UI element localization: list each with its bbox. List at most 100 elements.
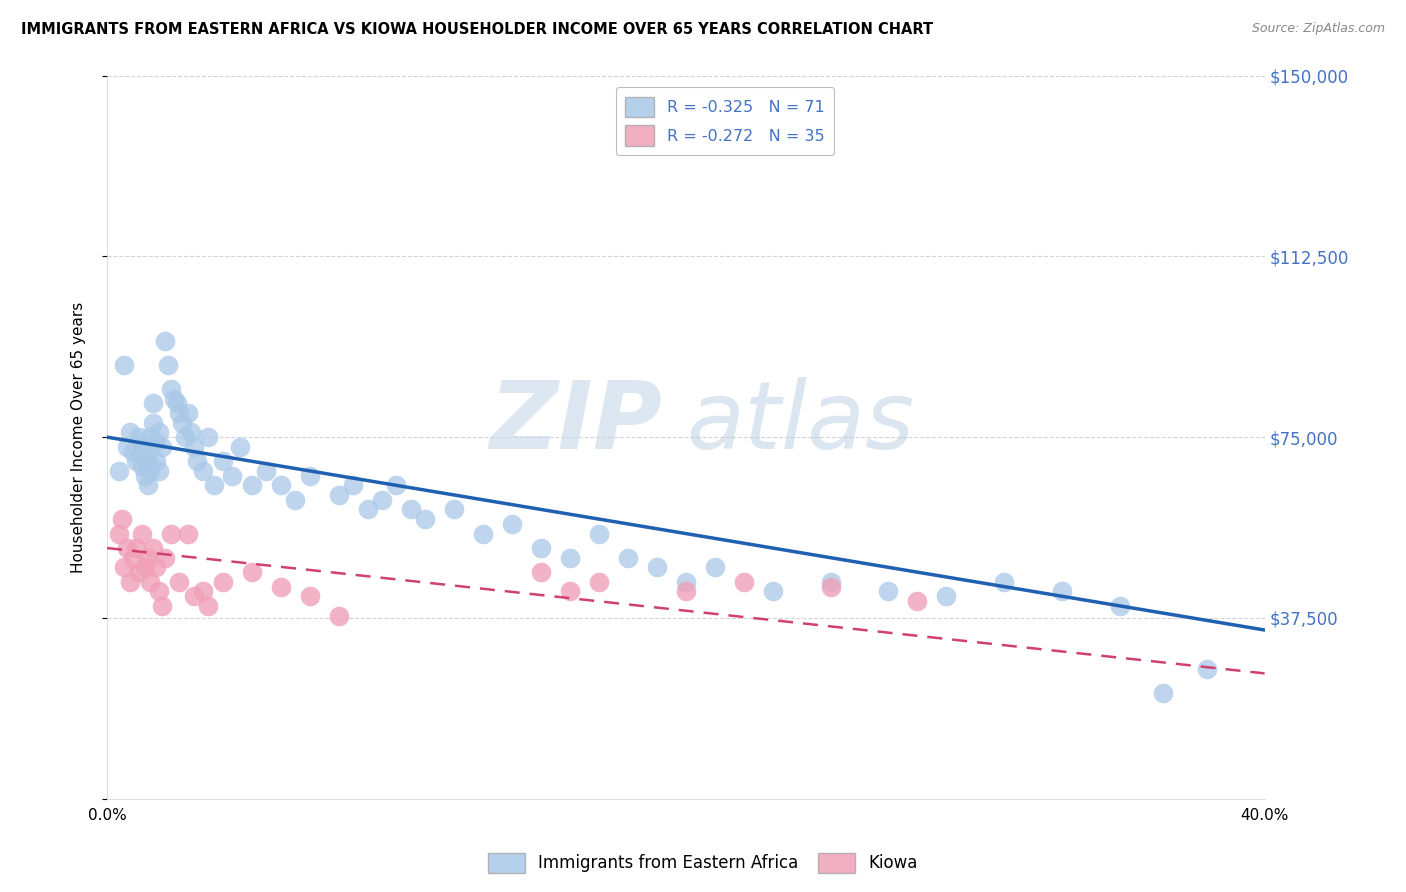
Text: atlas: atlas	[686, 377, 914, 468]
Point	[145, 434, 167, 449]
Point	[117, 440, 139, 454]
Legend: Immigrants from Eastern Africa, Kiowa: Immigrants from Eastern Africa, Kiowa	[481, 847, 925, 880]
Point	[558, 584, 581, 599]
Point	[142, 541, 165, 555]
Point	[122, 444, 145, 458]
Point	[703, 560, 725, 574]
Point	[131, 440, 153, 454]
Point	[415, 512, 437, 526]
Point	[145, 560, 167, 574]
Point	[1109, 599, 1132, 613]
Point	[191, 584, 214, 599]
Point	[125, 541, 148, 555]
Point	[993, 574, 1015, 589]
Point	[136, 454, 159, 468]
Point	[820, 574, 842, 589]
Point	[399, 502, 422, 516]
Point	[134, 560, 156, 574]
Point	[202, 478, 225, 492]
Point	[142, 396, 165, 410]
Point	[240, 478, 263, 492]
Point	[148, 464, 170, 478]
Point	[128, 430, 150, 444]
Point	[156, 358, 179, 372]
Point	[1195, 662, 1218, 676]
Point	[166, 396, 188, 410]
Point	[675, 574, 697, 589]
Point	[191, 464, 214, 478]
Point	[270, 580, 292, 594]
Point	[371, 492, 394, 507]
Point	[328, 608, 350, 623]
Point	[107, 526, 129, 541]
Point	[169, 406, 191, 420]
Point	[136, 550, 159, 565]
Point	[328, 488, 350, 502]
Point	[443, 502, 465, 516]
Point	[733, 574, 755, 589]
Point	[197, 430, 219, 444]
Point	[905, 594, 928, 608]
Point	[107, 464, 129, 478]
Text: Source: ZipAtlas.com: Source: ZipAtlas.com	[1251, 22, 1385, 36]
Point	[229, 440, 252, 454]
Point	[762, 584, 785, 599]
Point	[159, 526, 181, 541]
Point	[110, 512, 132, 526]
Point	[125, 454, 148, 468]
Point	[211, 574, 233, 589]
Point	[134, 468, 156, 483]
Point	[150, 599, 173, 613]
Point	[145, 454, 167, 468]
Legend: R = -0.325   N = 71, R = -0.272   N = 35: R = -0.325 N = 71, R = -0.272 N = 35	[616, 87, 834, 155]
Point	[120, 425, 142, 440]
Point	[153, 334, 176, 348]
Point	[342, 478, 364, 492]
Point	[588, 526, 610, 541]
Point	[131, 526, 153, 541]
Point	[136, 478, 159, 492]
Point	[177, 406, 200, 420]
Point	[139, 574, 162, 589]
Point	[159, 382, 181, 396]
Point	[148, 425, 170, 440]
Point	[820, 580, 842, 594]
Point	[1152, 686, 1174, 700]
Point	[177, 526, 200, 541]
Point	[122, 550, 145, 565]
Point	[240, 565, 263, 579]
Point	[298, 468, 321, 483]
Point	[558, 550, 581, 565]
Point	[501, 516, 523, 531]
Y-axis label: Householder Income Over 65 years: Householder Income Over 65 years	[72, 301, 86, 573]
Point	[385, 478, 408, 492]
Point	[675, 584, 697, 599]
Point	[142, 416, 165, 430]
Point	[114, 560, 136, 574]
Point	[139, 430, 162, 444]
Point	[117, 541, 139, 555]
Point	[1050, 584, 1073, 599]
Point	[128, 565, 150, 579]
Point	[472, 526, 495, 541]
Point	[153, 550, 176, 565]
Text: ZIP: ZIP	[489, 376, 662, 468]
Point	[356, 502, 378, 516]
Point	[877, 584, 900, 599]
Point	[530, 565, 553, 579]
Point	[284, 492, 307, 507]
Point	[169, 574, 191, 589]
Point	[645, 560, 668, 574]
Point	[114, 358, 136, 372]
Point	[139, 464, 162, 478]
Point	[186, 454, 208, 468]
Point	[211, 454, 233, 468]
Point	[134, 450, 156, 464]
Point	[617, 550, 640, 565]
Point	[298, 589, 321, 603]
Point	[254, 464, 277, 478]
Point	[150, 440, 173, 454]
Point	[183, 589, 205, 603]
Point	[120, 574, 142, 589]
Point	[183, 440, 205, 454]
